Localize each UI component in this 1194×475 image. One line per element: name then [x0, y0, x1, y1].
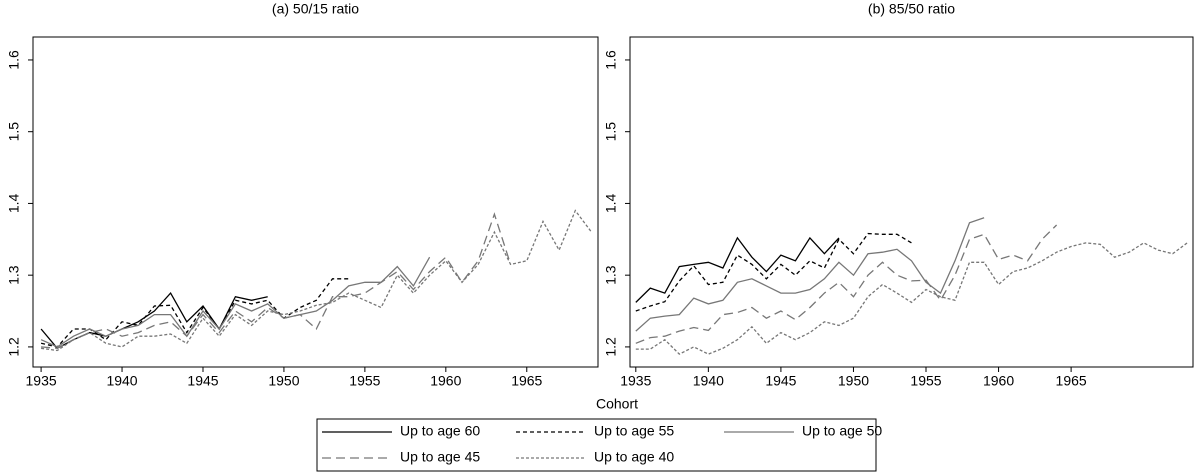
x-tick-label: 1935 — [620, 373, 651, 389]
series-line — [635, 224, 1058, 344]
legend-box — [316, 418, 877, 472]
series-line — [40, 256, 431, 348]
chart-title: (b) 85/50 ratio — [868, 1, 955, 17]
legend-label: Up to age 60 — [400, 423, 480, 439]
plot-frame — [629, 36, 1194, 368]
series-line — [41, 212, 512, 349]
legend-label: Up to age 40 — [594, 449, 674, 465]
y-tick-label: 1.6 — [6, 50, 22, 70]
x-tick-label: 1935 — [26, 373, 57, 389]
legend-label: Up to age 45 — [400, 449, 480, 465]
x-tick-label: 1965 — [511, 373, 542, 389]
x-tick-label: 1945 — [187, 373, 218, 389]
x-tick-label: 1955 — [349, 373, 380, 389]
y-tick-label: 1.5 — [603, 122, 619, 142]
x-tick-label: 1960 — [430, 373, 461, 389]
y-tick-label: 1.6 — [603, 50, 619, 70]
x-tick-label: 1940 — [106, 373, 137, 389]
series-line — [635, 242, 1188, 355]
x-tick-label: 1950 — [268, 373, 299, 389]
y-tick-label: 1.2 — [6, 337, 22, 357]
chart-title: (a) 50/15 ratio — [272, 1, 359, 17]
y-tick-label: 1.3 — [6, 265, 22, 285]
legend-label: Up to age 55 — [594, 423, 674, 439]
series-line — [40, 291, 268, 350]
series-line — [635, 217, 985, 332]
x-tick-label: 1940 — [693, 373, 724, 389]
y-tick-label: 1.2 — [603, 337, 619, 357]
y-tick-label: 1.5 — [6, 122, 22, 142]
y-tick-label: 1.4 — [6, 193, 22, 213]
series-line — [41, 209, 593, 352]
x-tick-label: 1965 — [1056, 373, 1087, 389]
x-tick-label: 1950 — [838, 373, 869, 389]
plot-frame — [32, 36, 599, 368]
series-line — [40, 278, 349, 348]
legend-label: Up to age 50 — [802, 423, 882, 439]
series-line — [635, 232, 912, 312]
x-tick-label: 1945 — [765, 373, 796, 389]
x-tick-label: 1955 — [910, 373, 941, 389]
series-line — [635, 236, 840, 303]
y-tick-label: 1.3 — [603, 265, 619, 285]
x-axis-label: Cohort — [596, 396, 638, 412]
y-tick-label: 1.4 — [603, 193, 619, 213]
x-tick-label: 1960 — [983, 373, 1014, 389]
